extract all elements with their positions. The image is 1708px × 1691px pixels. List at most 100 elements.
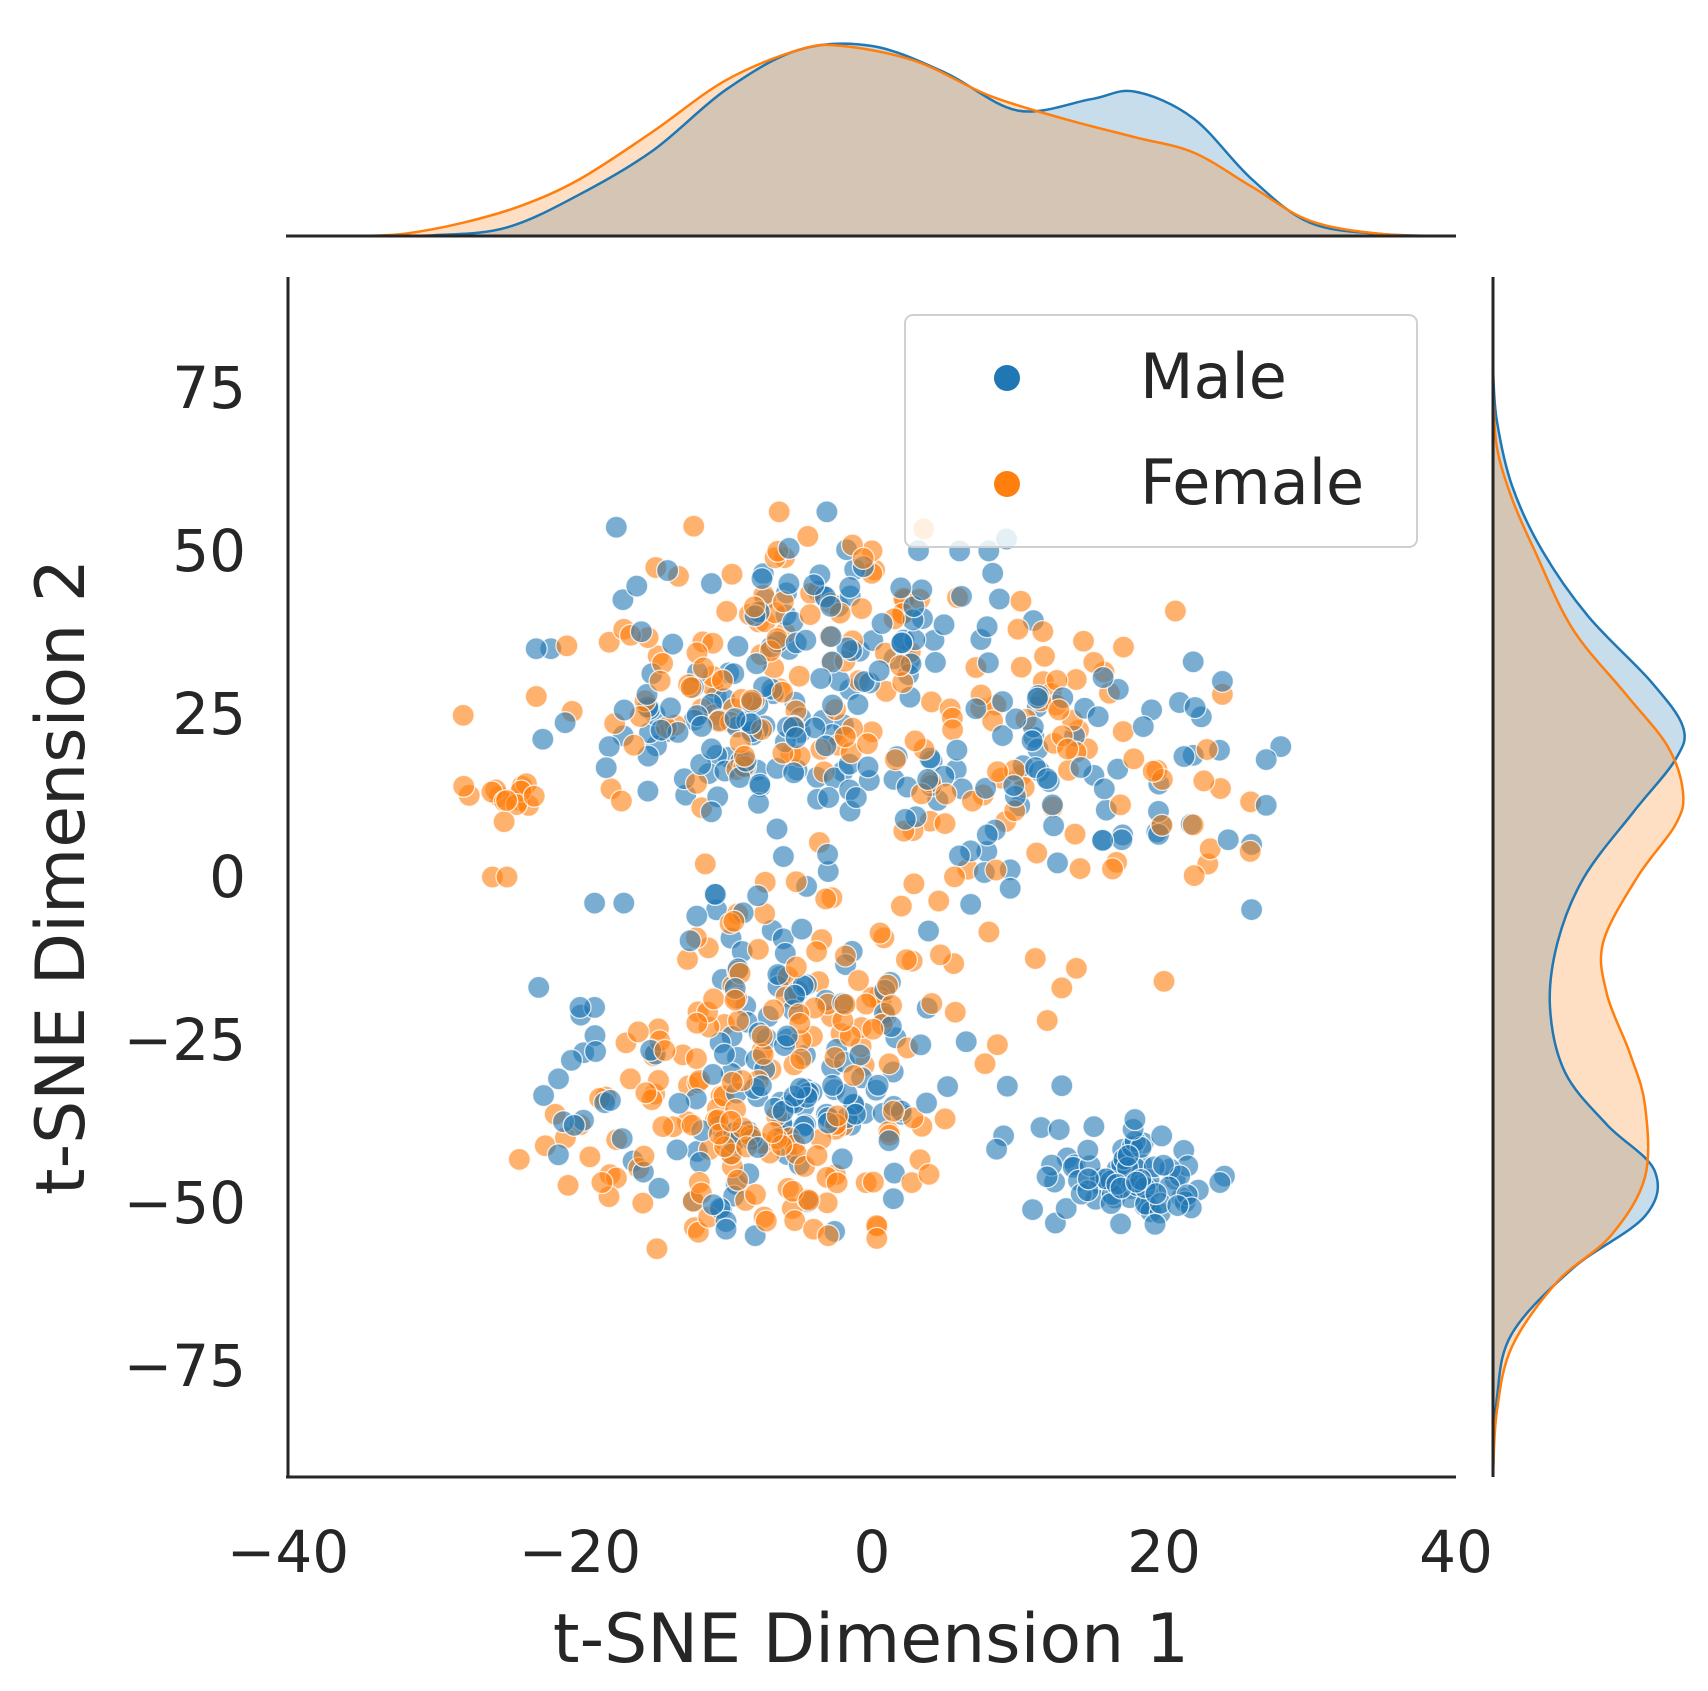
- legend-label-male: Male: [1140, 340, 1287, 413]
- scatter-point-male: [1020, 729, 1044, 753]
- scatter-point-male: [655, 558, 680, 583]
- scatter-point-female: [825, 1171, 849, 1195]
- scatter-point-female: [631, 1191, 655, 1215]
- scatter-point-male: [995, 1074, 1019, 1098]
- scatter-point-male: [820, 1073, 845, 1098]
- scatter-point-male: [909, 1033, 933, 1057]
- scatter-point-male: [712, 1042, 737, 1066]
- scatter-point-male: [1082, 1114, 1106, 1139]
- scatter-point-male: [973, 776, 998, 800]
- scatter-point-male: [699, 737, 724, 761]
- scatter-point-female: [1050, 976, 1074, 1000]
- scatter-point-male: [945, 738, 969, 762]
- scatter-point-male: [699, 571, 724, 596]
- right-marginal-kde: [1491, 277, 1686, 1478]
- scatter-point-male: [1002, 773, 1026, 798]
- scatter-point-male: [765, 817, 789, 841]
- scatter-point-male: [1181, 650, 1205, 674]
- scatter-point-male: [975, 823, 999, 847]
- scatter-point-male: [658, 696, 683, 720]
- scatter-point-male: [844, 785, 868, 810]
- scatter-point-male: [610, 1126, 634, 1151]
- scatter-point-female: [1006, 617, 1030, 641]
- scatter-point-male: [1020, 1197, 1045, 1222]
- scatter-point-male: [597, 734, 621, 759]
- scatter-plot: −40 −20 0 20 40 −75 −50 −25 0 25 50 75 t-SNE Dimen…: [22, 277, 1493, 1679]
- scatter-point-female: [555, 634, 579, 658]
- scatter-point-female: [1063, 822, 1087, 846]
- scatter-point-female: [973, 1052, 997, 1076]
- scatter-point-female: [868, 921, 892, 945]
- scatter-point-male: [817, 785, 841, 810]
- scatter-point-male: [916, 919, 941, 943]
- scatter-point-male: [890, 631, 914, 655]
- scatter-point-female: [787, 664, 811, 688]
- scatter-point-female: [789, 1047, 813, 1071]
- scatter-point-male: [1144, 1181, 1168, 1206]
- scatter-point-female: [1064, 956, 1089, 980]
- scatter-point-male: [1183, 695, 1207, 720]
- scatter-point-male: [791, 1122, 816, 1146]
- scatter-point-female: [725, 1168, 750, 1192]
- scatter-point-male: [612, 698, 636, 722]
- top-kde-line-male: [360, 42, 1457, 238]
- scatter-point-male: [856, 755, 880, 779]
- scatter-point-female: [522, 784, 546, 808]
- scatter-point-male: [867, 659, 891, 683]
- scatter-point-male: [562, 1113, 586, 1137]
- scatter-point-female: [902, 872, 926, 896]
- scatter-point-male: [990, 723, 1015, 748]
- scatter-point-female: [765, 626, 789, 651]
- scatter-point-male: [546, 1067, 571, 1091]
- scatter-point-male: [881, 1187, 906, 1211]
- scatter-point-female: [680, 1113, 704, 1137]
- scatter-point-male: [893, 807, 917, 831]
- scatter-point-female: [1163, 599, 1188, 623]
- scatter-point-female: [452, 774, 476, 798]
- scatter-points: [451, 500, 1293, 1261]
- scatter-point-male: [598, 1088, 623, 1113]
- scatter-point-male: [553, 711, 577, 735]
- scatter-point-female: [732, 744, 757, 768]
- scatter-point-female: [632, 1144, 656, 1168]
- scatter-point-male: [1069, 755, 1093, 780]
- scatter-point-male: [1035, 1165, 1059, 1189]
- scatter-point-male: [820, 650, 844, 674]
- scatter-point-male: [819, 624, 843, 649]
- scatter-point-female: [723, 988, 747, 1012]
- scatter-point-female: [1192, 769, 1216, 793]
- scatter-point-female: [1047, 698, 1071, 722]
- scatter-point-male: [1131, 714, 1155, 739]
- x-axis-label: t-SNE Dimension 1: [553, 1600, 1189, 1679]
- scatter-point-male: [1025, 686, 1050, 710]
- scatter-point-female: [784, 955, 808, 979]
- scatter-point-male: [775, 1024, 799, 1048]
- scatter-point-male: [1054, 1196, 1078, 1221]
- scatter-point-male: [685, 904, 709, 928]
- scatter-point-female: [495, 865, 519, 889]
- scatter-point-female: [933, 1107, 957, 1131]
- scatter-point-female: [1152, 969, 1176, 993]
- scatter-point-male: [1166, 1193, 1190, 1218]
- scatter-point-male: [661, 632, 685, 656]
- scatter-point-male: [914, 1091, 939, 1115]
- scatter-point-female: [451, 703, 475, 727]
- scatter-point-female: [833, 944, 858, 968]
- scatter-point-female: [920, 991, 944, 1016]
- scatter-point-female: [1023, 946, 1047, 971]
- scatter-point-male: [782, 761, 806, 785]
- scatter-point-male: [835, 636, 859, 660]
- scatter-point-male: [1092, 777, 1116, 801]
- scatter-point-male: [746, 1135, 770, 1160]
- x-tick-label: 20: [1127, 1518, 1201, 1586]
- scatter-point-male: [771, 844, 796, 869]
- scatter-point-female: [1181, 813, 1205, 837]
- scatter-point-female: [861, 1017, 885, 1041]
- scatter-point-female: [851, 546, 875, 571]
- scatter-point-male: [790, 917, 814, 941]
- right-kde-line-female: [1491, 387, 1685, 1478]
- scatter-point-male: [975, 615, 999, 639]
- top-marginal-kde: [286, 42, 1457, 238]
- scatter-point-female: [985, 1033, 1010, 1057]
